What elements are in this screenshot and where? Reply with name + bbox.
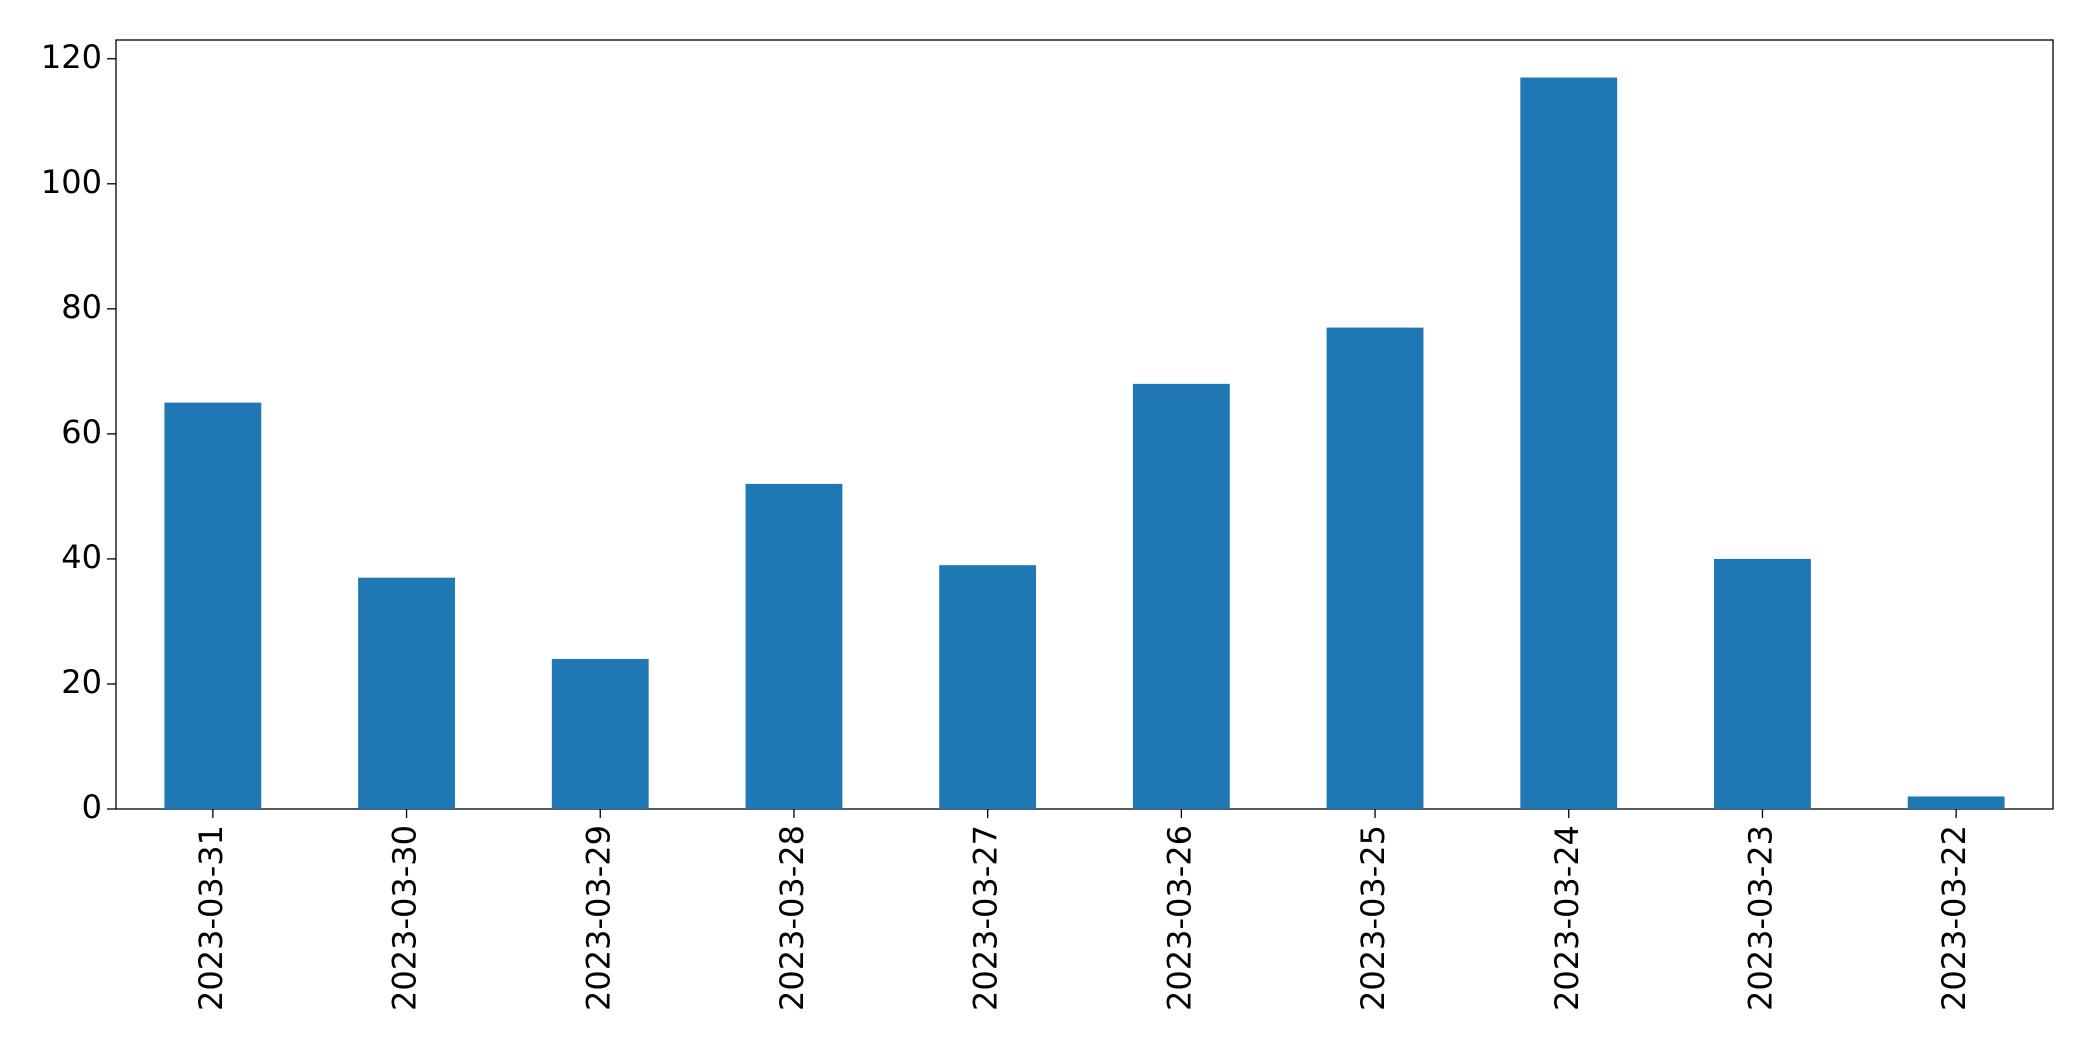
y-tick-label: 20 — [61, 663, 102, 701]
y-tick-label: 60 — [61, 413, 102, 451]
y-tick-label: 40 — [61, 538, 102, 576]
bar — [939, 565, 1037, 809]
bar — [358, 577, 455, 809]
bar — [1907, 796, 2005, 809]
bar — [1520, 77, 1618, 809]
x-tick-label: 2023-03-24 — [1548, 825, 1586, 1011]
y-tick-label: 120 — [41, 38, 102, 76]
x-tick-label: 2023-03-27 — [967, 825, 1005, 1011]
plot-frame — [115, 39, 2054, 810]
y-tick-label: 80 — [61, 288, 102, 326]
x-tick-label: 2023-03-30 — [386, 825, 424, 1011]
x-tick-label: 2023-03-28 — [773, 825, 811, 1011]
x-tick-label: 2023-03-29 — [579, 825, 617, 1011]
bar — [1326, 327, 1424, 809]
y-tick-label: 100 — [41, 163, 102, 201]
x-tick-label: 2023-03-22 — [1935, 825, 1973, 1011]
x-tick-label: 2023-03-25 — [1354, 825, 1392, 1011]
bar — [551, 658, 649, 809]
bar — [164, 402, 262, 809]
bar — [745, 483, 843, 809]
bar — [1132, 383, 1230, 809]
x-tick-label: 2023-03-26 — [1160, 825, 1198, 1011]
x-tick-label: 2023-03-23 — [1741, 825, 1779, 1011]
y-tick-label: 0 — [82, 788, 102, 826]
bar — [1714, 558, 1811, 809]
x-tick-label: 2023-03-31 — [192, 825, 230, 1011]
